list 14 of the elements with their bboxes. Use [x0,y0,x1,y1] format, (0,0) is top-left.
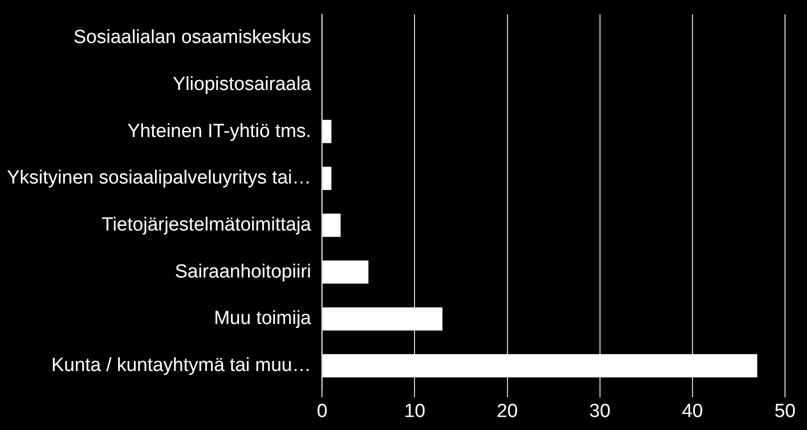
y-tick-label: Sosiaalialan osaamiskeskus [73,27,312,48]
y-tick-label: Sairaanhoitopiiri [174,261,312,282]
y-tick-label: Yhteinen IT-yhtiö tms. [127,120,312,142]
x-tick-label: 30 [589,400,610,422]
x-tick-label: 10 [404,400,426,422]
x-tick-label: 40 [682,400,703,422]
y-tick-label: Tietojärjestelmätoimittaja [102,214,312,236]
x-tick-label: 50 [774,400,796,422]
x-tick-label: 0 [316,400,328,422]
y-tick-label: Muu toimija [214,308,312,330]
y-tick-label: Kunta / kuntayhtymä tai muu… [51,355,312,376]
y-tick-label: Yliopistosairaala [172,74,312,95]
x-tick-label: 20 [496,400,518,422]
y-tick-label: Yksityinen sosiaalipalveluyritys tai… [6,168,312,189]
